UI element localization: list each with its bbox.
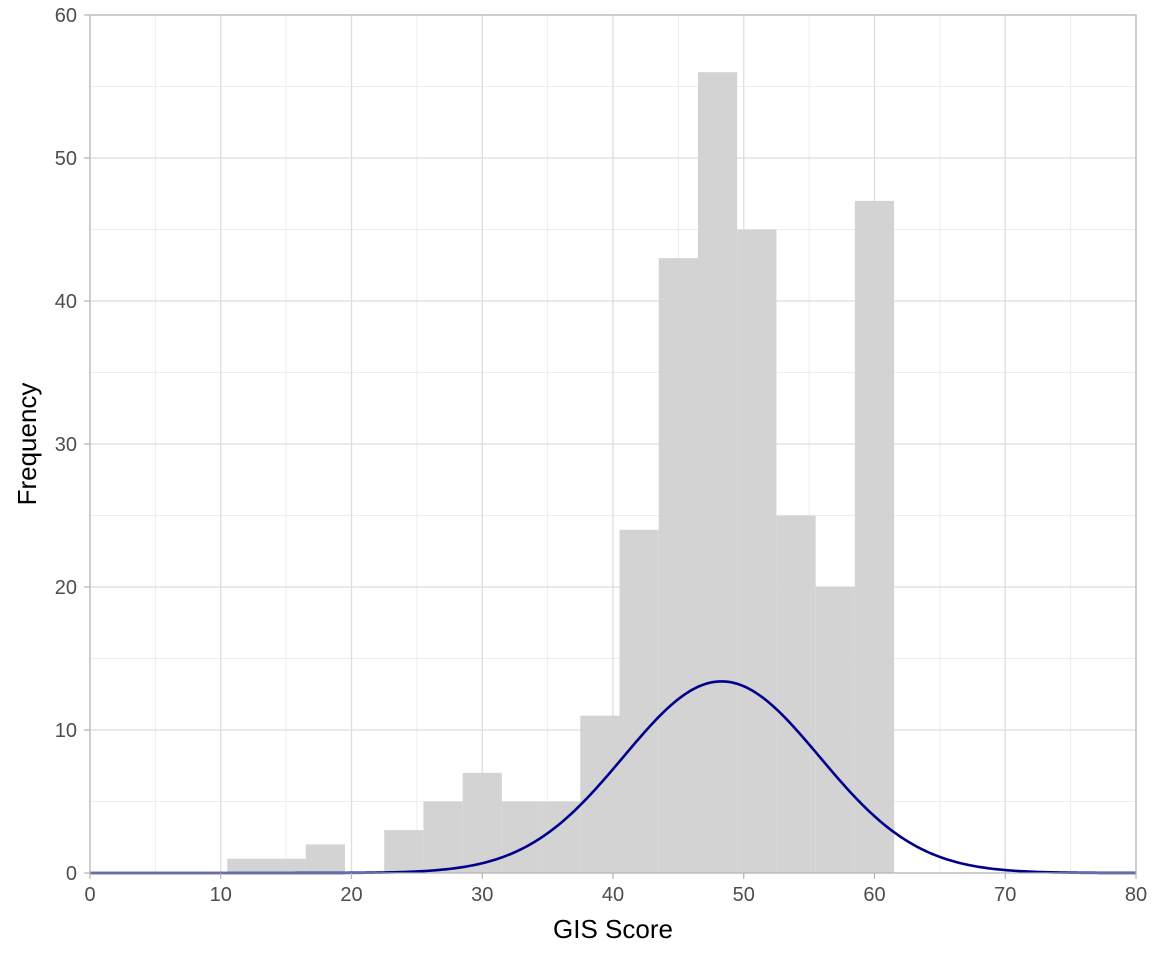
histogram-bar — [227, 858, 267, 873]
y-tick-label: 20 — [55, 577, 77, 599]
x-tick-label: 50 — [733, 884, 755, 906]
y-axis-ticks: 0 10 20 30 40 50 60 — [55, 5, 90, 885]
y-tick-label: 40 — [55, 291, 77, 313]
x-tick-label: 80 — [1125, 884, 1147, 906]
histogram-bars — [227, 72, 895, 874]
y-tick-label: 30 — [55, 434, 77, 456]
x-axis-ticks: 0 10 20 30 40 50 60 70 80 — [84, 873, 1147, 906]
histogram-bar — [462, 772, 502, 873]
histogram-bar — [580, 715, 620, 873]
histogram-bar — [658, 258, 698, 874]
x-tick-label: 0 — [84, 884, 95, 906]
histogram-bar — [697, 72, 738, 873]
histogram-bar — [815, 587, 855, 873]
y-tick-label: 0 — [66, 863, 77, 885]
x-tick-label: 30 — [471, 884, 493, 906]
histogram-bar — [384, 830, 424, 873]
histogram-bar — [305, 844, 345, 873]
x-tick-label: 10 — [210, 884, 232, 906]
y-tick-label: 10 — [55, 720, 77, 742]
x-tick-label: 40 — [602, 884, 624, 906]
histogram-bar — [266, 858, 306, 873]
histogram-bar — [541, 801, 581, 873]
y-tick-label: 50 — [55, 148, 77, 170]
x-tick-label: 20 — [340, 884, 362, 906]
histogram-bar — [776, 515, 816, 873]
histogram-bar — [619, 529, 659, 873]
histogram-bar — [501, 801, 542, 873]
histogram-bar — [854, 200, 895, 873]
x-tick-label: 60 — [863, 884, 885, 906]
y-tick-label: 60 — [55, 5, 77, 27]
y-axis-title: Frequency — [12, 383, 42, 506]
histogram-bar — [423, 801, 463, 873]
x-tick-label: 70 — [994, 884, 1016, 906]
x-axis-title: GIS Score — [553, 914, 673, 944]
histogram-bar — [737, 229, 777, 873]
